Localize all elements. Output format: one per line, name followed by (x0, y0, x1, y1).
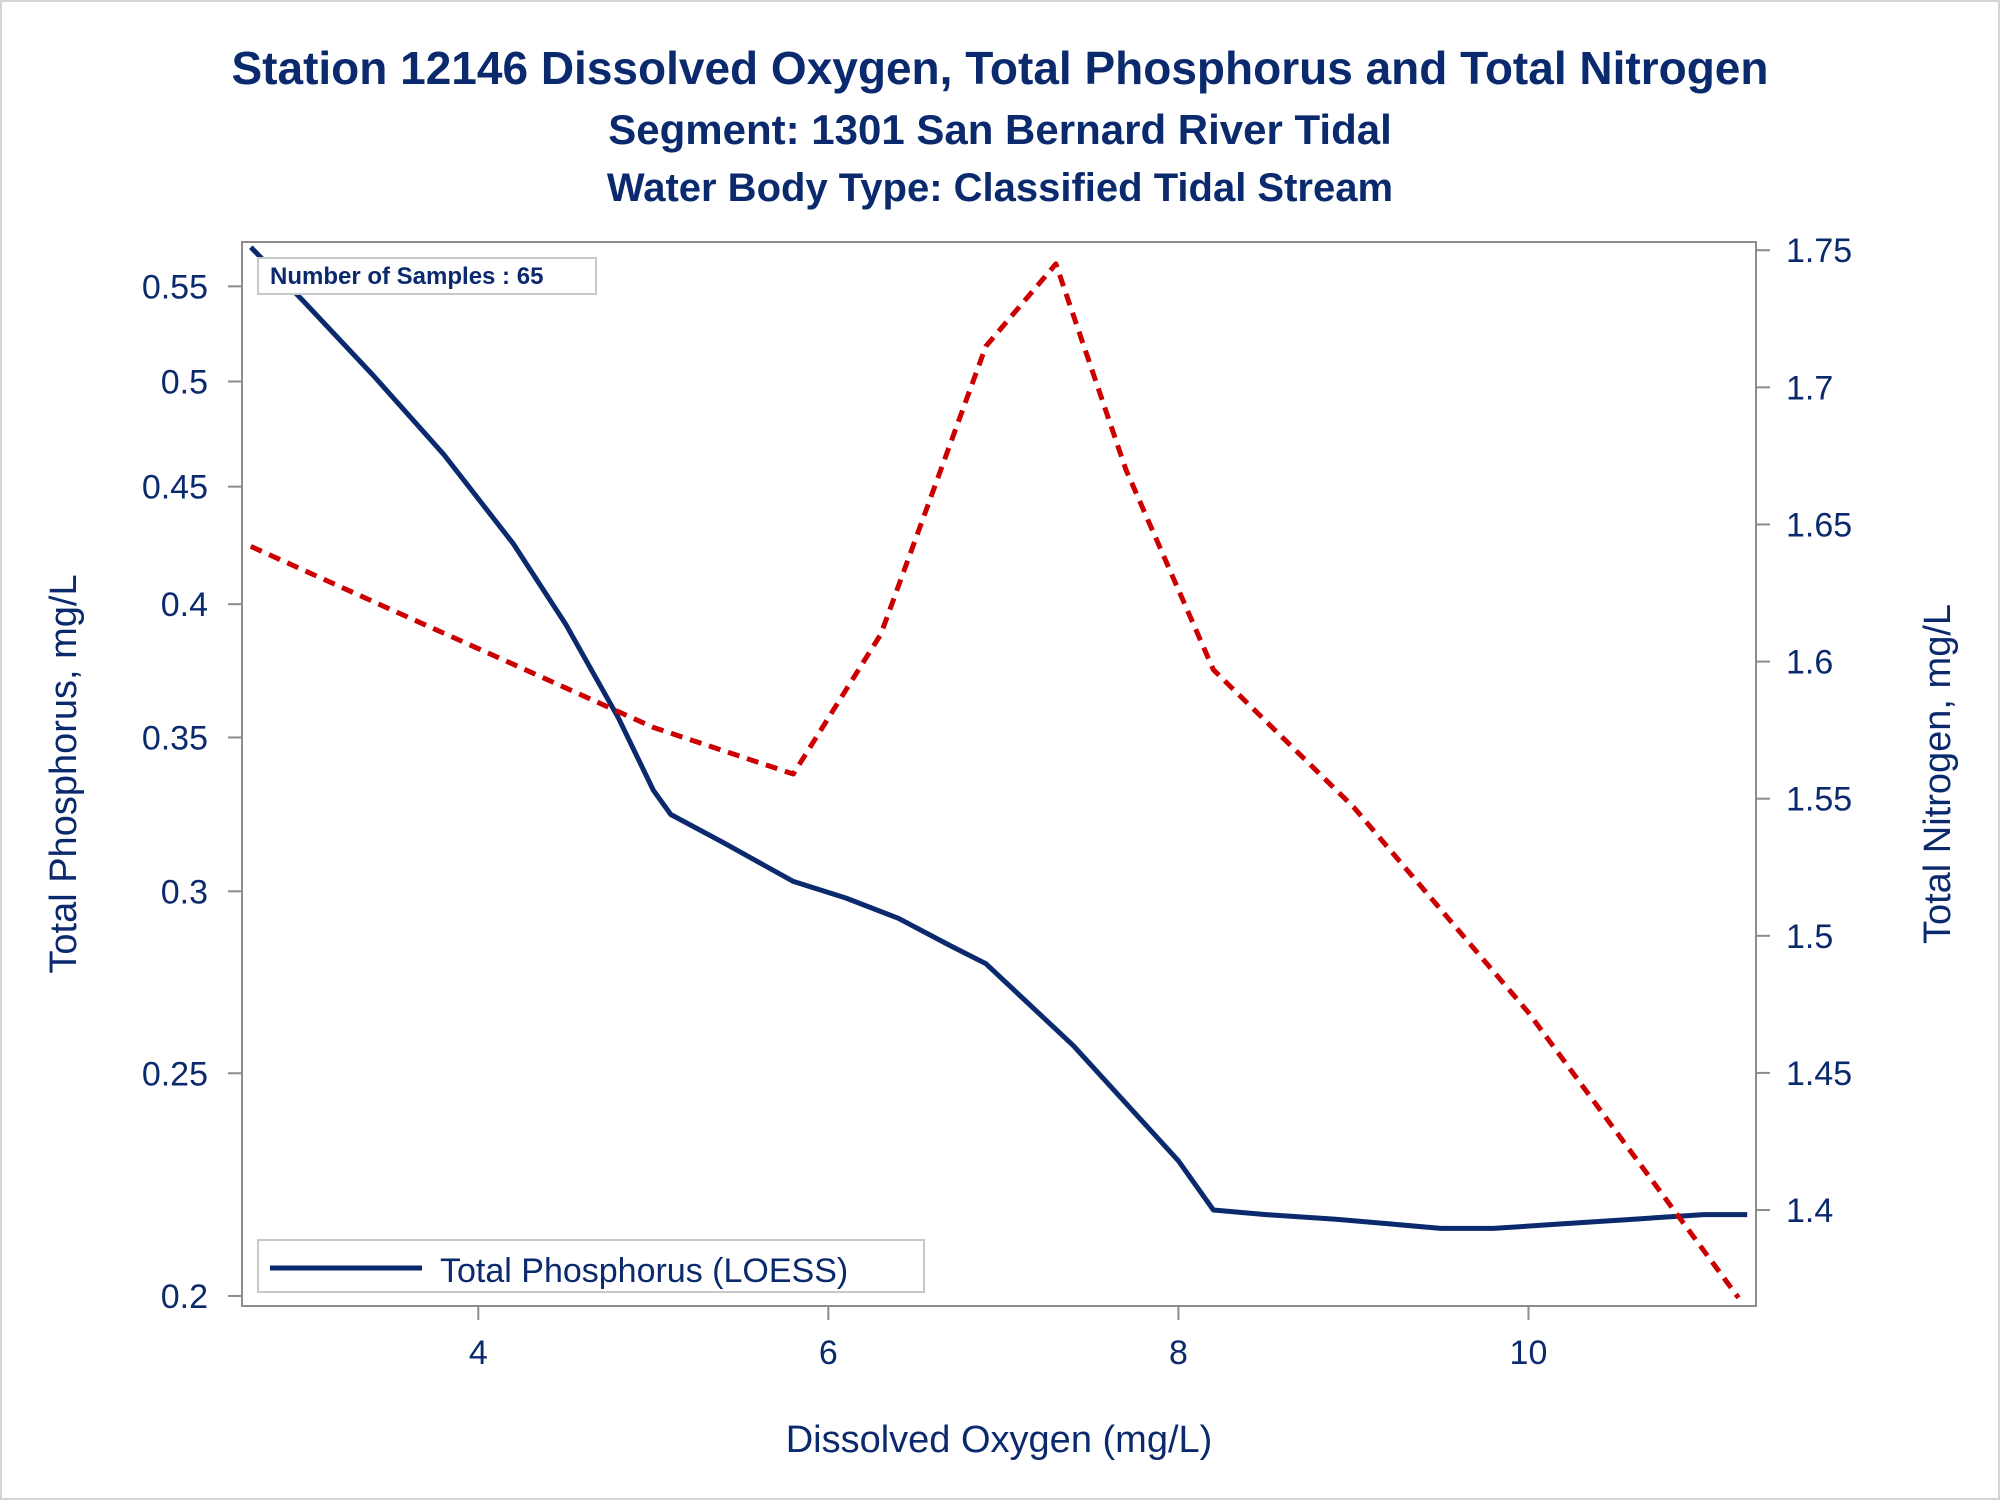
chart-title: Station 12146 Dissolved Oxygen, Total Ph… (231, 42, 1769, 94)
y-tick-label: 0.25 (142, 1055, 208, 1093)
y-tick-label: 0.4 (161, 586, 208, 624)
phosphorus-series-line (249, 245, 1748, 1231)
y2-tick-label: 1.7 (1786, 369, 1833, 407)
legend-label: Total Phosphorus (LOESS) (440, 1252, 848, 1290)
y-tick-label: 0.5 (161, 363, 208, 401)
x-tick-label: 4 (469, 1334, 488, 1372)
y2-tick-label: 1.65 (1786, 506, 1852, 544)
x-axis-label: Dissolved Oxygen (mg/L) (786, 1419, 1213, 1461)
y2-tick-label: 1.55 (1786, 781, 1852, 819)
y2-tick-label: 1.75 (1786, 232, 1852, 270)
annotation-box (257, 257, 597, 295)
y-axis-left: 0.2 0.25 0.3 0.35 0.4 0.45 0.5 0.55 (142, 268, 242, 1316)
y2-axis-label: Total Nitrogen, mg/L (1917, 604, 1959, 944)
x-tick-label: 6 (819, 1334, 838, 1372)
x-tick-label: 8 (1169, 1334, 1188, 1372)
y-tick-label: 0.35 (142, 719, 208, 757)
x-axis: 4 6 8 10 (469, 1306, 1548, 1372)
legend: Total Phosphorus (LOESS) (257, 1239, 925, 1293)
y-tick-label: 0.45 (142, 469, 208, 507)
y-tick-label: 0.3 (161, 873, 208, 911)
annotation-text: Number of Samples : 65 (270, 263, 543, 290)
y-axis-right: 1.4 1.45 1.5 1.55 1.6 1.65 1.7 1.75 (1756, 232, 1852, 1230)
y2-tick-label: 1.4 (1786, 1192, 1833, 1230)
series-layer (249, 245, 1748, 1300)
chart-subtitle: Segment: 1301 San Bernard River Tidal (608, 106, 1392, 153)
x-tick-label: 10 (1510, 1334, 1548, 1372)
chart-subtitle-2: Water Body Type: Classified Tidal Stream (606, 166, 1394, 210)
title-block: Station 12146 Dissolved Oxygen, Total Ph… (0, 36, 2000, 216)
y-tick-label: 0.2 (161, 1278, 208, 1316)
plot-area (241, 241, 1757, 1307)
nitrogen-series-line (249, 261, 1741, 1300)
y-tick-label: 0.55 (142, 268, 208, 306)
y2-tick-label: 1.5 (1786, 918, 1833, 956)
y-axis-label: Total Phosphorus, mg/L (43, 574, 85, 973)
y2-tick-label: 1.6 (1786, 644, 1833, 682)
y2-tick-label: 1.45 (1786, 1055, 1852, 1093)
sample-count-annotation: Number of Samples : 65 (257, 257, 597, 295)
